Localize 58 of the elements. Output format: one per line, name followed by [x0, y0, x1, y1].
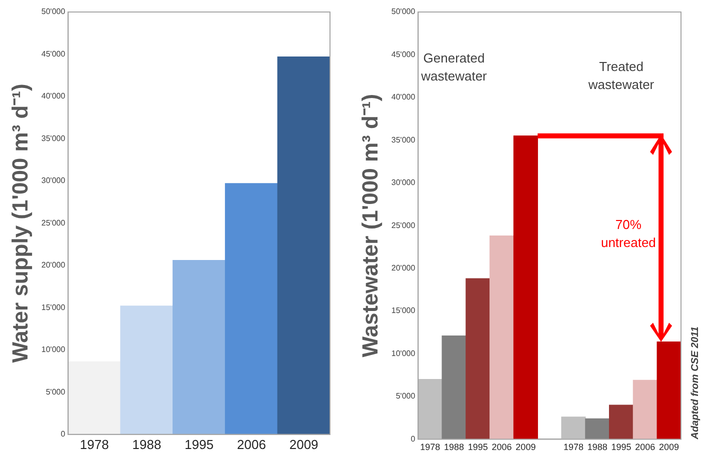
y-tick-label: 50'000	[391, 7, 416, 16]
x-tick-label: 1995	[184, 436, 214, 452]
y-tick-label: 40'000	[391, 92, 416, 102]
bar	[277, 56, 330, 434]
x-tick-label: 1995	[468, 442, 488, 452]
bar	[68, 361, 121, 434]
y-tick-label: 15'000	[41, 302, 66, 312]
bar	[418, 379, 442, 440]
bar	[172, 260, 226, 434]
x-tick-label: 2009	[659, 442, 680, 452]
y-tick-label: 20'000	[391, 264, 416, 273]
bar	[585, 418, 610, 440]
bar	[656, 341, 681, 440]
y-tick-label: 50'000	[41, 7, 66, 16]
annotation: Generated wastewater	[420, 50, 488, 84]
bar	[513, 136, 538, 440]
x-tick-label: 2006	[492, 442, 512, 452]
y-tick-label: 10'000	[391, 348, 416, 358]
y-tick-label: 35'000	[41, 134, 66, 143]
annotation: Treated wastewater	[587, 59, 655, 92]
bar	[632, 380, 658, 440]
bar	[466, 278, 490, 440]
y-tick-label: 5'000	[396, 392, 416, 401]
bar	[490, 236, 514, 440]
x-tick-label: 2009	[516, 442, 536, 452]
y-tick-label: 0	[410, 434, 416, 444]
y-tick-label: 30'000	[391, 178, 416, 188]
y-tick-label: 0	[60, 430, 66, 439]
y-tick-label: 10'000	[41, 345, 66, 354]
annotation: 70% untreated	[600, 217, 656, 250]
bar	[561, 416, 586, 440]
y-axis-title: Wastewater (1'000 m³ d⁻¹)	[357, 94, 382, 358]
y-tick-label: 45'000	[391, 50, 416, 59]
y-axis-title: Water supply (1'000 m³ d⁻¹)	[7, 84, 32, 363]
x-tick-label: 1988	[587, 442, 608, 452]
x-tick-label: 1988	[132, 436, 162, 452]
bar	[224, 183, 278, 434]
bar	[608, 404, 634, 440]
x-tick-label: 1978	[563, 442, 584, 452]
x-tick-label: 2009	[289, 436, 318, 452]
bar	[120, 306, 174, 434]
text: Adapted from CSE 2011	[690, 326, 701, 440]
x-tick-label: 2006	[635, 442, 656, 452]
x-tick-label: 2006	[236, 436, 266, 452]
y-tick-label: 25'000	[41, 218, 66, 228]
x-tick-label: 1988	[444, 442, 464, 452]
y-tick-label: 30'000	[41, 176, 66, 186]
y-tick-label: 25'000	[391, 220, 416, 230]
y-tick-label: 45'000	[41, 49, 66, 58]
x-tick-label: 1995	[611, 442, 632, 452]
y-tick-label: 35'000	[391, 135, 416, 144]
y-tick-label: 15'000	[391, 306, 416, 316]
y-tick-label: 40'000	[41, 92, 66, 101]
x-tick-label: 1978	[80, 436, 109, 452]
y-tick-label: 20'000	[41, 260, 66, 270]
x-tick-label: 1978	[420, 442, 440, 452]
y-tick-label: 5'000	[46, 387, 66, 396]
bar	[442, 335, 466, 440]
